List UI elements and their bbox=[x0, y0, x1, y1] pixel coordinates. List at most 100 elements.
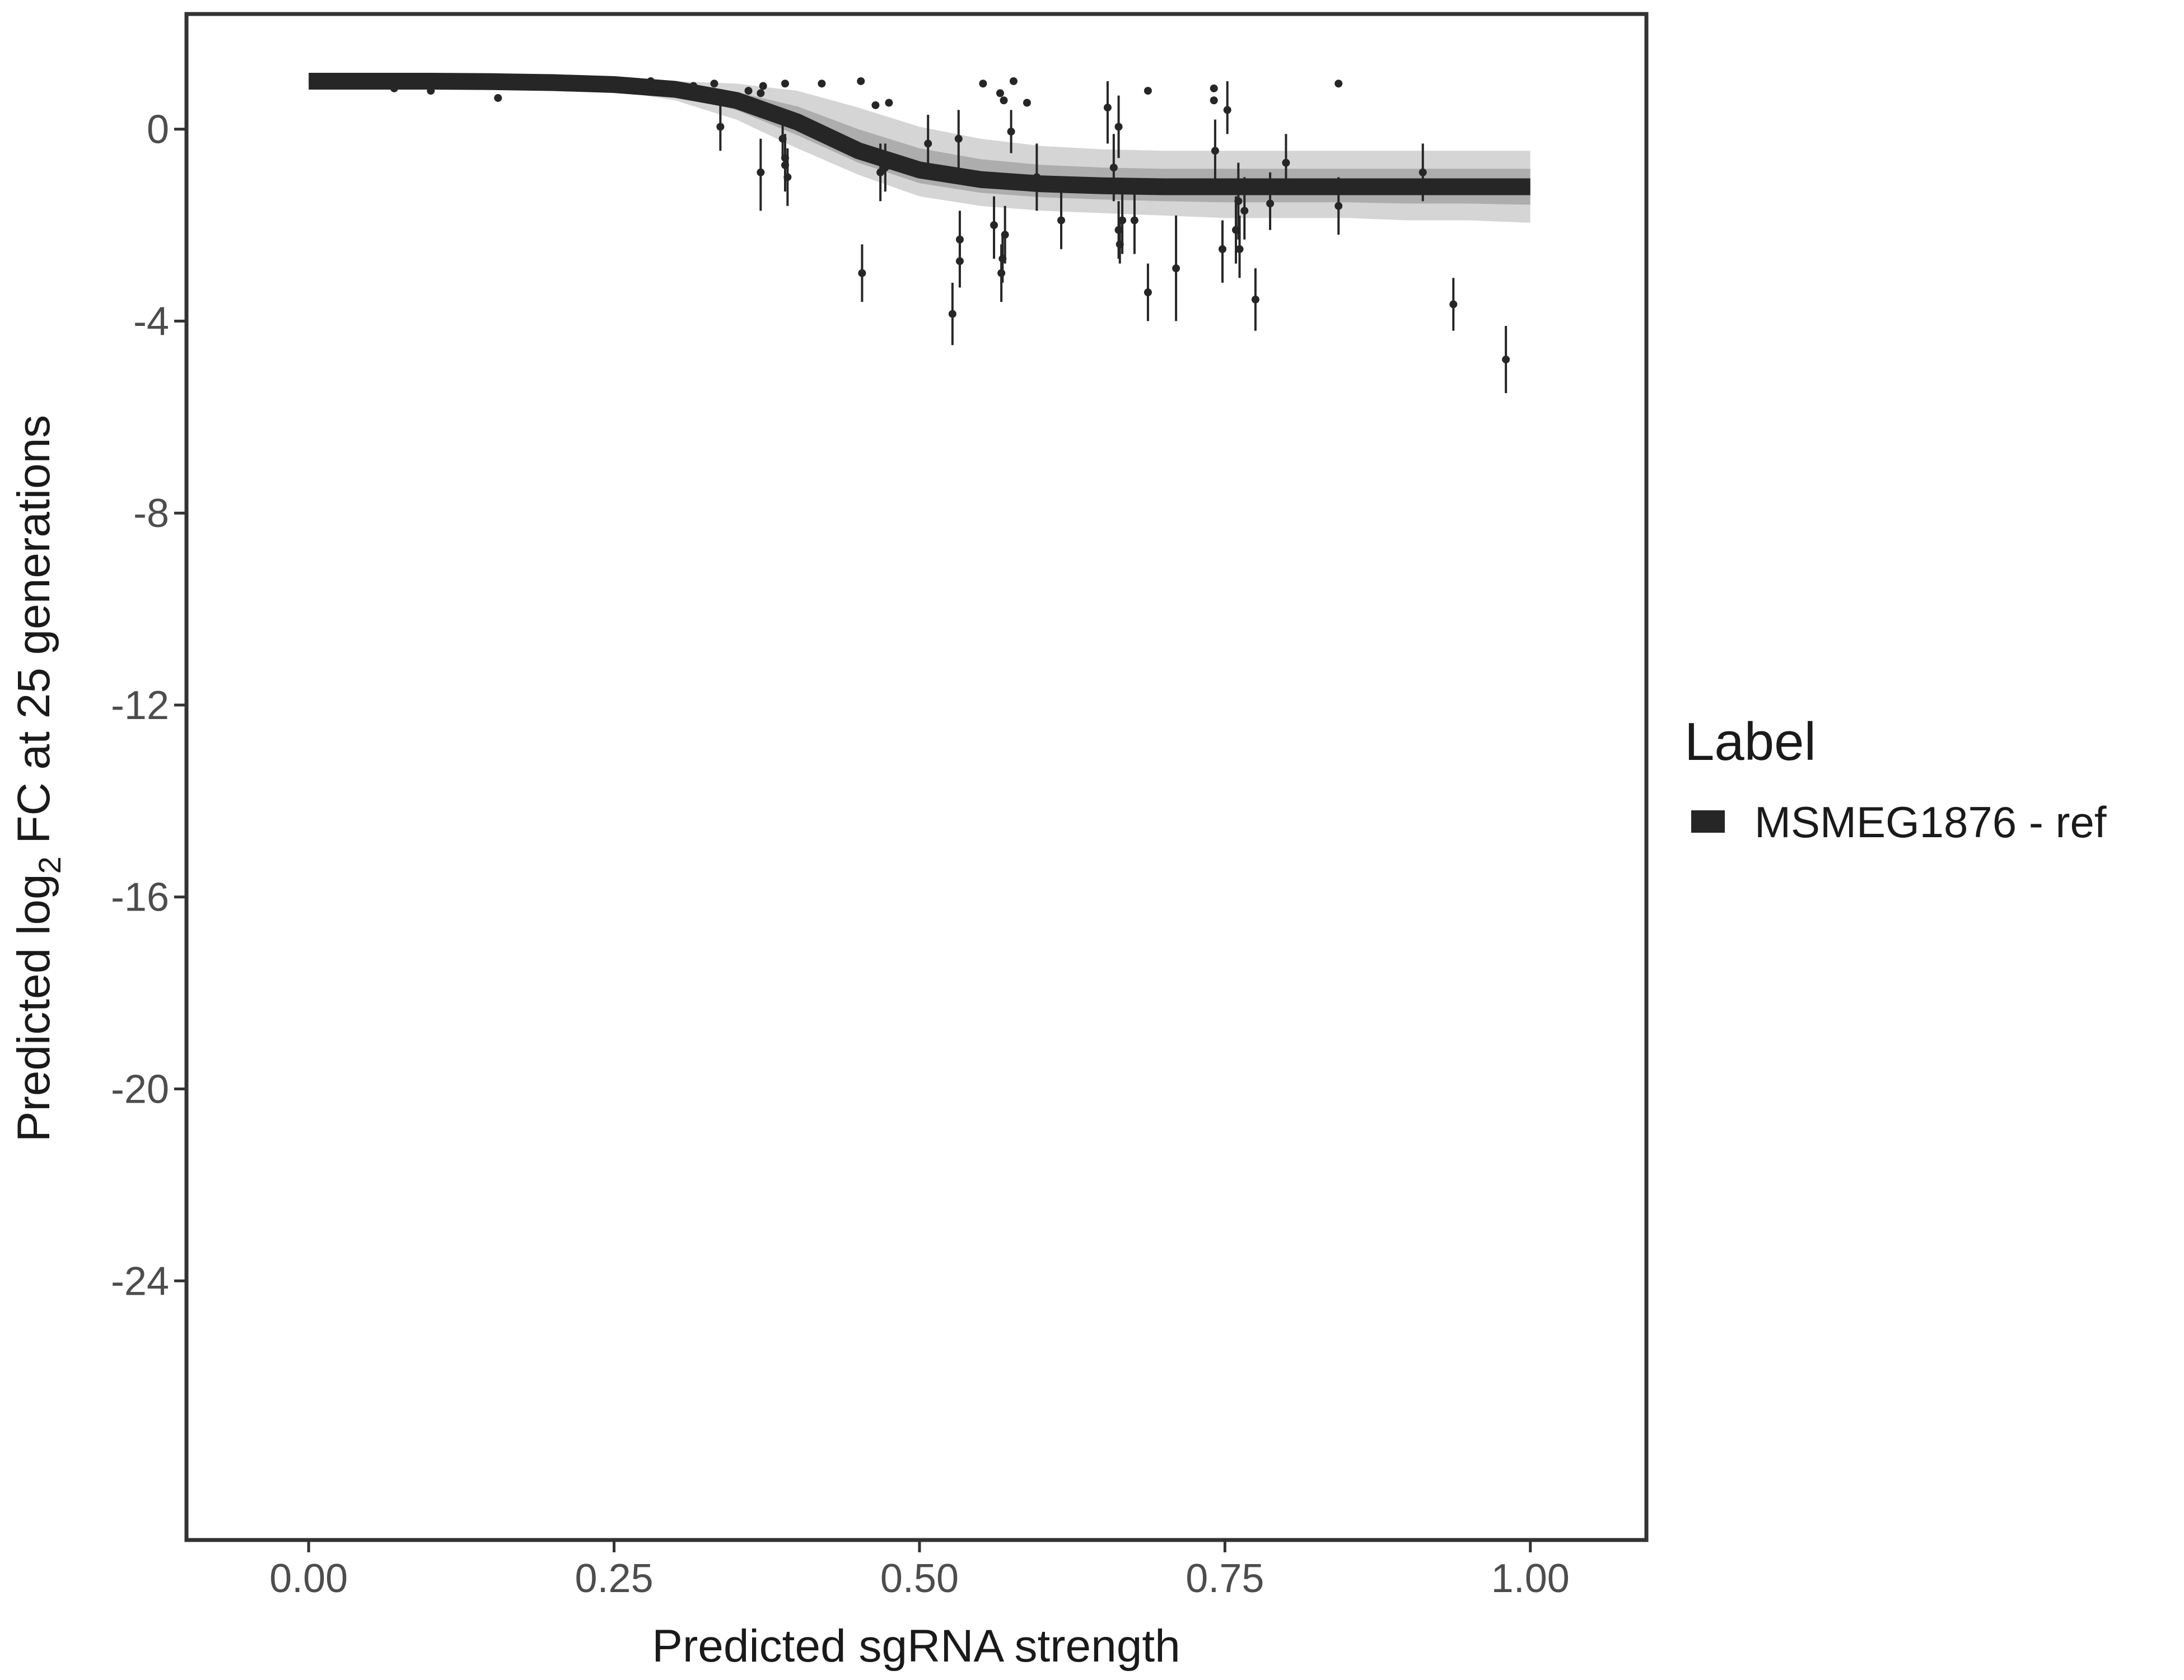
data-point bbox=[1211, 119, 1219, 182]
plot-area bbox=[184, 12, 1649, 1542]
point-marker bbox=[744, 87, 753, 95]
y-tick-label: -4 bbox=[133, 299, 169, 344]
data-point bbox=[759, 82, 767, 90]
x-axis: 0.00 0.25 0.50 0.75 1.00 bbox=[269, 1542, 1570, 1601]
data-point bbox=[647, 77, 655, 85]
point-marker bbox=[1109, 164, 1118, 172]
fit-curve-layer bbox=[309, 73, 1530, 195]
data-point bbox=[1009, 77, 1018, 85]
data-point bbox=[885, 99, 893, 107]
point-marker bbox=[1033, 173, 1041, 181]
point-marker bbox=[1057, 216, 1066, 225]
data-point bbox=[427, 87, 435, 95]
point-marker bbox=[1234, 197, 1243, 206]
point-marker bbox=[759, 82, 767, 90]
point-marker bbox=[1251, 295, 1259, 304]
point-marker bbox=[781, 80, 789, 88]
point-marker bbox=[871, 101, 880, 109]
x-tick-label: 0.00 bbox=[269, 1556, 348, 1601]
point-marker bbox=[818, 80, 826, 88]
data-point bbox=[857, 77, 865, 85]
data-point bbox=[979, 80, 987, 88]
point-marker bbox=[1218, 245, 1226, 253]
point-marker bbox=[1114, 123, 1123, 131]
y-tick-label: 0 bbox=[147, 108, 169, 152]
point-marker bbox=[876, 168, 885, 176]
point-marker bbox=[1007, 127, 1015, 136]
point-marker bbox=[990, 221, 998, 230]
point-marker bbox=[1210, 96, 1218, 105]
point-marker bbox=[885, 99, 893, 107]
point-marker bbox=[427, 87, 435, 95]
point-marker bbox=[1334, 80, 1343, 88]
data-point bbox=[1144, 263, 1152, 321]
data-point bbox=[881, 143, 889, 192]
data-point bbox=[1218, 220, 1226, 283]
point-marker bbox=[996, 89, 1004, 97]
point-marker bbox=[1334, 202, 1343, 210]
data-point bbox=[744, 87, 753, 95]
point-marker bbox=[1418, 168, 1427, 176]
point-marker bbox=[1266, 199, 1275, 208]
point-marker bbox=[1172, 264, 1180, 273]
data-point bbox=[818, 80, 826, 88]
point-marker bbox=[1118, 216, 1127, 225]
data-point bbox=[1007, 110, 1015, 153]
data-point bbox=[1251, 268, 1259, 331]
data-point bbox=[1334, 80, 1343, 88]
data-point bbox=[710, 80, 718, 88]
point-marker bbox=[1502, 355, 1510, 363]
data-point bbox=[876, 143, 885, 202]
data-point bbox=[996, 89, 1004, 97]
point-marker bbox=[1103, 104, 1112, 112]
data-point bbox=[1033, 143, 1041, 211]
point-marker bbox=[710, 80, 718, 88]
data-point bbox=[1210, 96, 1218, 105]
legend-label: MSMEG1876 - ref bbox=[1754, 797, 2107, 847]
data-point bbox=[990, 196, 998, 259]
data-point bbox=[1282, 134, 1290, 192]
x-tick-label: 0.50 bbox=[880, 1556, 959, 1601]
data-point bbox=[390, 84, 398, 92]
y-tick-label: -24 bbox=[111, 1259, 169, 1304]
data-point bbox=[1234, 162, 1243, 240]
point-marker bbox=[1001, 231, 1009, 239]
data-point bbox=[1109, 134, 1118, 202]
y-tick-label: -8 bbox=[133, 491, 169, 536]
data-point bbox=[1235, 215, 1244, 278]
point-marker bbox=[979, 80, 987, 88]
data-point bbox=[1103, 81, 1112, 144]
data-point bbox=[757, 138, 765, 211]
data-point bbox=[1418, 143, 1427, 202]
point-marker bbox=[1144, 288, 1152, 297]
point-marker bbox=[783, 173, 792, 181]
point-marker bbox=[1240, 207, 1249, 215]
y-axis-title: Predicted log2 FC at 25 generations bbox=[8, 415, 67, 1142]
fit-curve bbox=[309, 73, 1530, 195]
data-point bbox=[494, 94, 502, 102]
data-point bbox=[948, 282, 956, 346]
point-marker bbox=[494, 94, 502, 102]
point-marker bbox=[1144, 87, 1152, 95]
y-tick-label: -20 bbox=[111, 1067, 169, 1112]
point-marker bbox=[924, 139, 932, 148]
data-point bbox=[858, 244, 866, 302]
point-marker bbox=[1000, 96, 1008, 105]
data-point bbox=[1118, 186, 1127, 254]
y-axis-title-subscript: 2 bbox=[32, 856, 67, 874]
point-marker bbox=[390, 84, 398, 92]
data-point bbox=[924, 114, 932, 172]
point-marker bbox=[1211, 147, 1219, 155]
data-point bbox=[1114, 95, 1123, 158]
data-point bbox=[757, 89, 765, 97]
credible-band-inner bbox=[309, 80, 1530, 205]
point-marker bbox=[1282, 158, 1290, 167]
data-point bbox=[1130, 186, 1138, 254]
x-tick-label: 1.00 bbox=[1491, 1556, 1570, 1601]
data-point bbox=[1240, 177, 1249, 240]
x-axis-title: Predicted sgRNA strength bbox=[652, 1621, 1180, 1672]
data-point bbox=[1000, 96, 1008, 105]
data-point bbox=[1057, 186, 1066, 249]
data-point bbox=[954, 110, 963, 172]
data-point bbox=[871, 101, 880, 109]
